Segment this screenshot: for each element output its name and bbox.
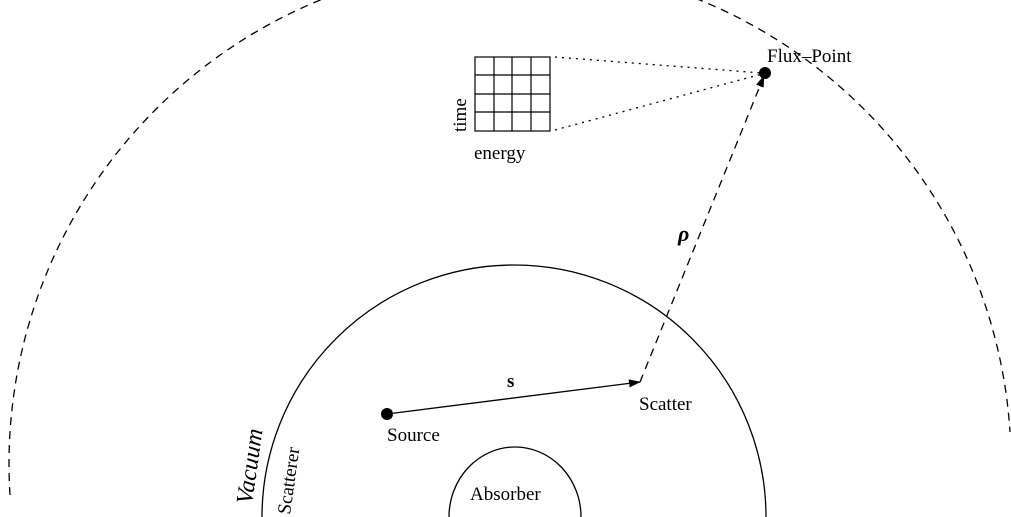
absorber-label: Absorber	[470, 484, 541, 505]
scatterer-boundary	[261, 264, 767, 517]
rho-label: ρ	[677, 221, 689, 246]
flux-boundary	[8, 0, 1011, 496]
flux-point-label: Flux–Point	[767, 46, 852, 67]
scatter-label: Scatter	[639, 394, 692, 415]
scatterer-label: Scatterer	[274, 445, 304, 515]
projection-line	[554, 56, 763, 74]
time-label: time	[450, 98, 471, 132]
path-s	[386, 379, 641, 415]
flux-point	[759, 67, 771, 79]
source-point	[381, 408, 393, 420]
absorber-boundary	[448, 446, 582, 517]
energy-label: energy	[474, 143, 526, 164]
s-label: s	[507, 371, 514, 392]
source-label: Source	[387, 425, 440, 446]
tally-grid	[474, 56, 551, 132]
path-rho	[639, 75, 765, 383]
projection-line	[554, 73, 763, 131]
